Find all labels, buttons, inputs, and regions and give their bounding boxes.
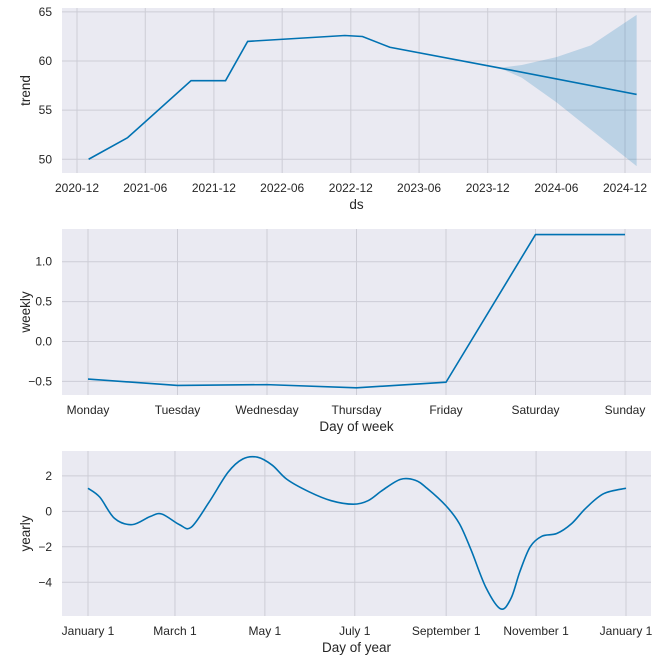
x-tick-label: September 1 — [412, 624, 481, 638]
x-tick-label: November 1 — [503, 624, 569, 638]
y-tick-label: −0.5 — [28, 374, 52, 388]
x-tick-label: July 1 — [339, 624, 371, 638]
x-tick-label: Sunday — [605, 403, 646, 417]
x-tick-label: Wednesday — [235, 403, 298, 417]
y-axis-label: yearly — [18, 515, 33, 551]
x-tick-label: Thursday — [331, 403, 381, 417]
x-tick-label: March 1 — [153, 624, 197, 638]
x-tick-label: January 1 — [600, 624, 653, 638]
y-tick-label: 65 — [39, 5, 53, 19]
x-tick-label: 2022-12 — [329, 181, 373, 195]
panel-weekly: Monday Tuesday Wednesday Thursday Friday Satu… — [18, 229, 651, 434]
x-axis-label: ds — [349, 197, 364, 212]
y-tick-label: 50 — [39, 152, 53, 166]
plot-area — [62, 451, 651, 616]
x-tick-label: Friday — [429, 403, 462, 417]
x-tick-label: Saturday — [511, 403, 559, 417]
y-axis-label: weekly — [18, 291, 33, 334]
x-tick-label: 2022-06 — [260, 181, 304, 195]
y-tick-label: 0.0 — [35, 335, 52, 349]
y-tick-label: 0 — [45, 504, 52, 518]
y-axis-label: trend — [18, 75, 33, 106]
x-tick-label: 2024-06 — [534, 181, 578, 195]
uncertainty-band — [499, 14, 637, 167]
x-tick-label: 2023-06 — [397, 181, 441, 195]
x-tick-label: January 1 — [62, 624, 115, 638]
y-tick-label: 55 — [39, 103, 53, 117]
series-line-weekly — [87, 233, 625, 389]
y-tick-label: 0.5 — [35, 295, 52, 309]
y-tick-label: −4 — [38, 575, 52, 589]
x-tick-label: 2020-12 — [55, 181, 99, 195]
x-tick-label: Monday — [67, 403, 110, 417]
panel-trend: 2020-12 2021-06 2021-12 2022-06 2022-12 2023-… — [18, 5, 651, 212]
x-tick-label: May 1 — [249, 624, 282, 638]
x-axis-label: Day of week — [319, 419, 394, 434]
y-tick-label: 2 — [45, 469, 52, 483]
x-tick-label: 2023-12 — [466, 181, 510, 195]
y-tick-label: 1.0 — [35, 255, 52, 269]
x-tick-label: 2024-12 — [603, 181, 647, 195]
series-line-trend — [88, 34, 637, 160]
panel-yearly: January 1 March 1 May 1 July 1 September 1 No… — [18, 451, 653, 655]
x-axis-label: Day of year — [322, 640, 392, 655]
x-tick-label: Tuesday — [155, 403, 201, 417]
x-tick-label: 2021-06 — [123, 181, 167, 195]
y-tick-label: −2 — [38, 540, 52, 554]
series-line-yearly — [87, 455, 627, 610]
y-tick-label: 60 — [39, 54, 53, 68]
x-tick-label: 2021-12 — [192, 181, 236, 195]
